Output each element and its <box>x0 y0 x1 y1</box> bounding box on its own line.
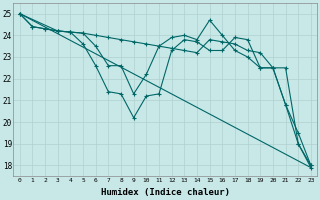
X-axis label: Humidex (Indice chaleur): Humidex (Indice chaleur) <box>101 188 230 197</box>
